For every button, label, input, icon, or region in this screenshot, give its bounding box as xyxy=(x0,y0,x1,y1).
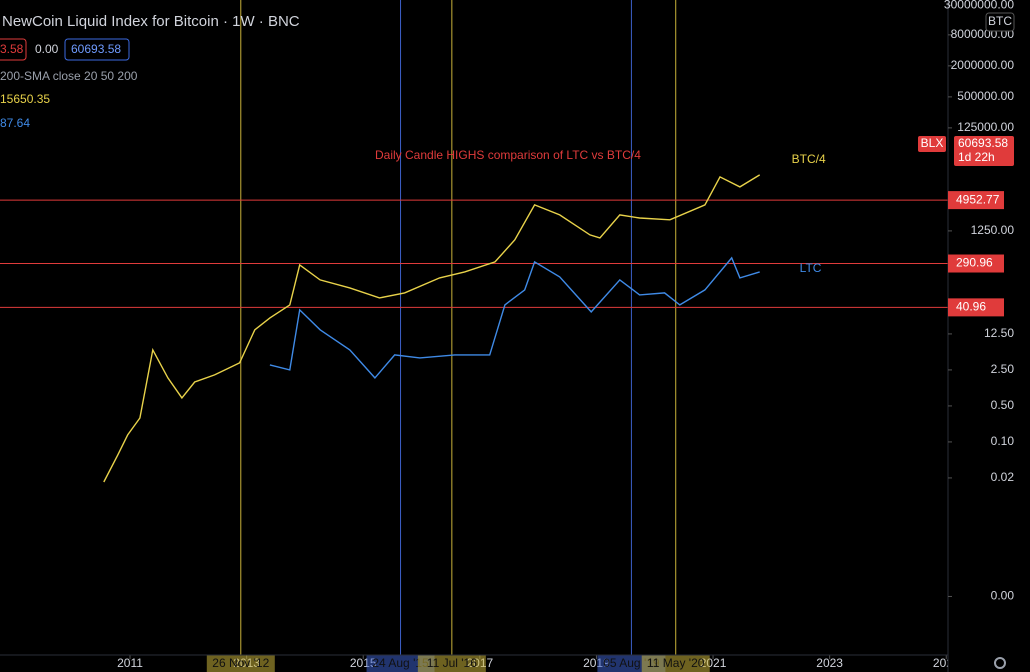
series-label: LTC xyxy=(800,261,822,275)
y-tick-label: 500000.00 xyxy=(957,89,1014,103)
price-label-box xyxy=(948,298,1004,317)
series-label: BTC/4 xyxy=(792,152,826,166)
price-marker-box xyxy=(954,136,1014,167)
series-line xyxy=(269,256,760,379)
countdown: 1d 22h xyxy=(958,150,995,164)
symbol: BLX xyxy=(921,136,944,150)
y-tick-label: 12.50 xyxy=(984,326,1014,340)
y-tick-label: 0.02 xyxy=(991,470,1015,484)
date-label-box xyxy=(206,655,275,672)
date-label: 11 Jul '16 xyxy=(427,656,477,670)
y-tick-label: 2000000.00 xyxy=(951,58,1015,72)
value-box xyxy=(0,38,27,61)
currency-box[interactable] xyxy=(985,12,1015,32)
annotation: Daily Candle HIGHS comparison of LTC vs … xyxy=(375,148,641,162)
header-value: 0.00 xyxy=(35,42,59,56)
x-tick-label: 2011 xyxy=(117,656,143,670)
symbol-box xyxy=(918,136,946,153)
y-tick-label: 1250.00 xyxy=(971,223,1015,237)
settings-icon[interactable] xyxy=(994,657,1006,669)
date-label: 24 Aug '15 xyxy=(372,656,429,670)
price-label-box xyxy=(948,254,1004,273)
x-tick-label: 2023 xyxy=(816,656,843,670)
indicator-value: 15650.35 xyxy=(0,92,50,106)
y-tick-label: 0.10 xyxy=(991,434,1015,448)
price-label: 40.96 xyxy=(956,300,986,314)
indicator-label: 200-SMA close 20 50 200 xyxy=(0,69,138,83)
chart-title: NewCoin Liquid Index for Bitcoin · 1W · … xyxy=(2,13,300,30)
y-tick-label: 30000000.00 xyxy=(944,0,1014,11)
price-label: 290.96 xyxy=(956,256,993,270)
date-label: 11 May '20 xyxy=(647,656,705,670)
date-label-box xyxy=(417,655,486,672)
y-tick-label: 0.00 xyxy=(991,589,1015,603)
y-tick-label: 2.50 xyxy=(991,362,1015,376)
series-line xyxy=(103,174,761,483)
plot-area: 2011201320152017201920212023202526 Nov '… xyxy=(0,0,960,672)
header-value: 3.58 xyxy=(0,42,24,56)
price-axis xyxy=(948,0,1030,672)
y-tick-label: 125000.00 xyxy=(957,120,1014,134)
currency[interactable]: BTC xyxy=(988,14,1012,28)
date-label-box xyxy=(641,655,710,672)
price-marker-value: 60693.58 xyxy=(958,136,1008,150)
indicator-value: 87.64 xyxy=(0,116,30,130)
price-label: 4952.77 xyxy=(956,192,1000,206)
y-tick-label: 0.50 xyxy=(991,398,1015,412)
date-label: 26 Nov '12 xyxy=(212,656,269,670)
price-label-box xyxy=(948,191,1004,210)
header-value: 60693.58 xyxy=(71,42,121,56)
date-label-box xyxy=(366,655,435,672)
overlay: 30000000.008000000.002000000.00500000.00… xyxy=(918,0,1014,603)
value-box xyxy=(64,38,130,61)
